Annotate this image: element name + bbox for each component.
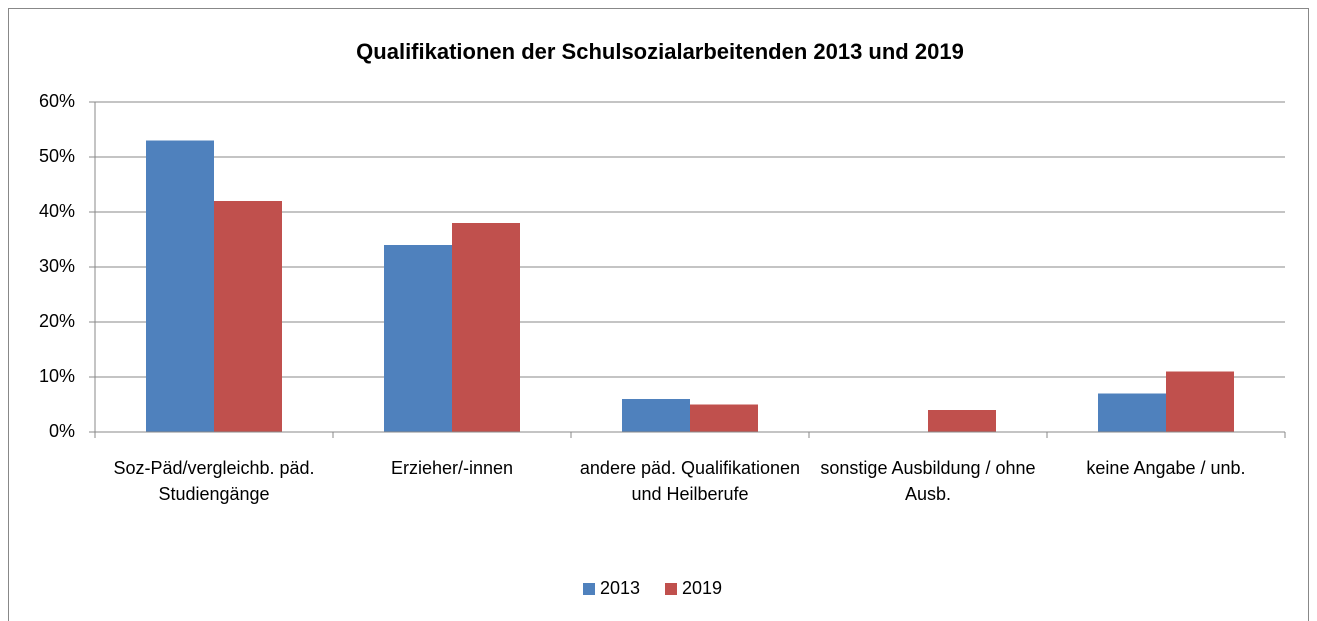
y-tick-label: 10% — [39, 366, 75, 386]
x-tick-label: Soz-Päd/vergleichb. päd. Studiengänge — [113, 458, 315, 504]
bar — [452, 223, 520, 432]
legend-label: 2019 — [682, 578, 722, 598]
x-tick-label: Erzieher/-innen — [390, 458, 514, 478]
legend-swatch — [665, 583, 677, 595]
y-tick-label: 40% — [39, 201, 75, 221]
y-tick-label: 30% — [39, 256, 75, 276]
bar — [1166, 371, 1234, 432]
legend-swatch — [583, 583, 595, 595]
x-tick-label: sonstige Ausbildung / ohne Ausb. — [820, 458, 1036, 504]
y-tick-label: 60% — [39, 91, 75, 111]
y-tick-label: 20% — [39, 311, 75, 331]
bar — [928, 410, 996, 432]
legend-label: 2013 — [600, 578, 640, 598]
y-tick-label: 50% — [39, 146, 75, 166]
bar — [690, 404, 758, 432]
bar — [384, 245, 452, 432]
y-tick-label: 0% — [49, 421, 75, 441]
x-tick-label: keine Angabe / unb. — [1086, 458, 1246, 478]
chart-title: Qualifikationen der Schulsozialarbeitend… — [356, 39, 964, 64]
bar — [1098, 393, 1166, 432]
bar — [622, 399, 690, 432]
bar — [214, 201, 282, 432]
chart-border — [8, 8, 1309, 621]
bar — [146, 140, 214, 432]
x-tick-label: andere päd. Qualifikationen und Heilberu… — [579, 458, 801, 504]
